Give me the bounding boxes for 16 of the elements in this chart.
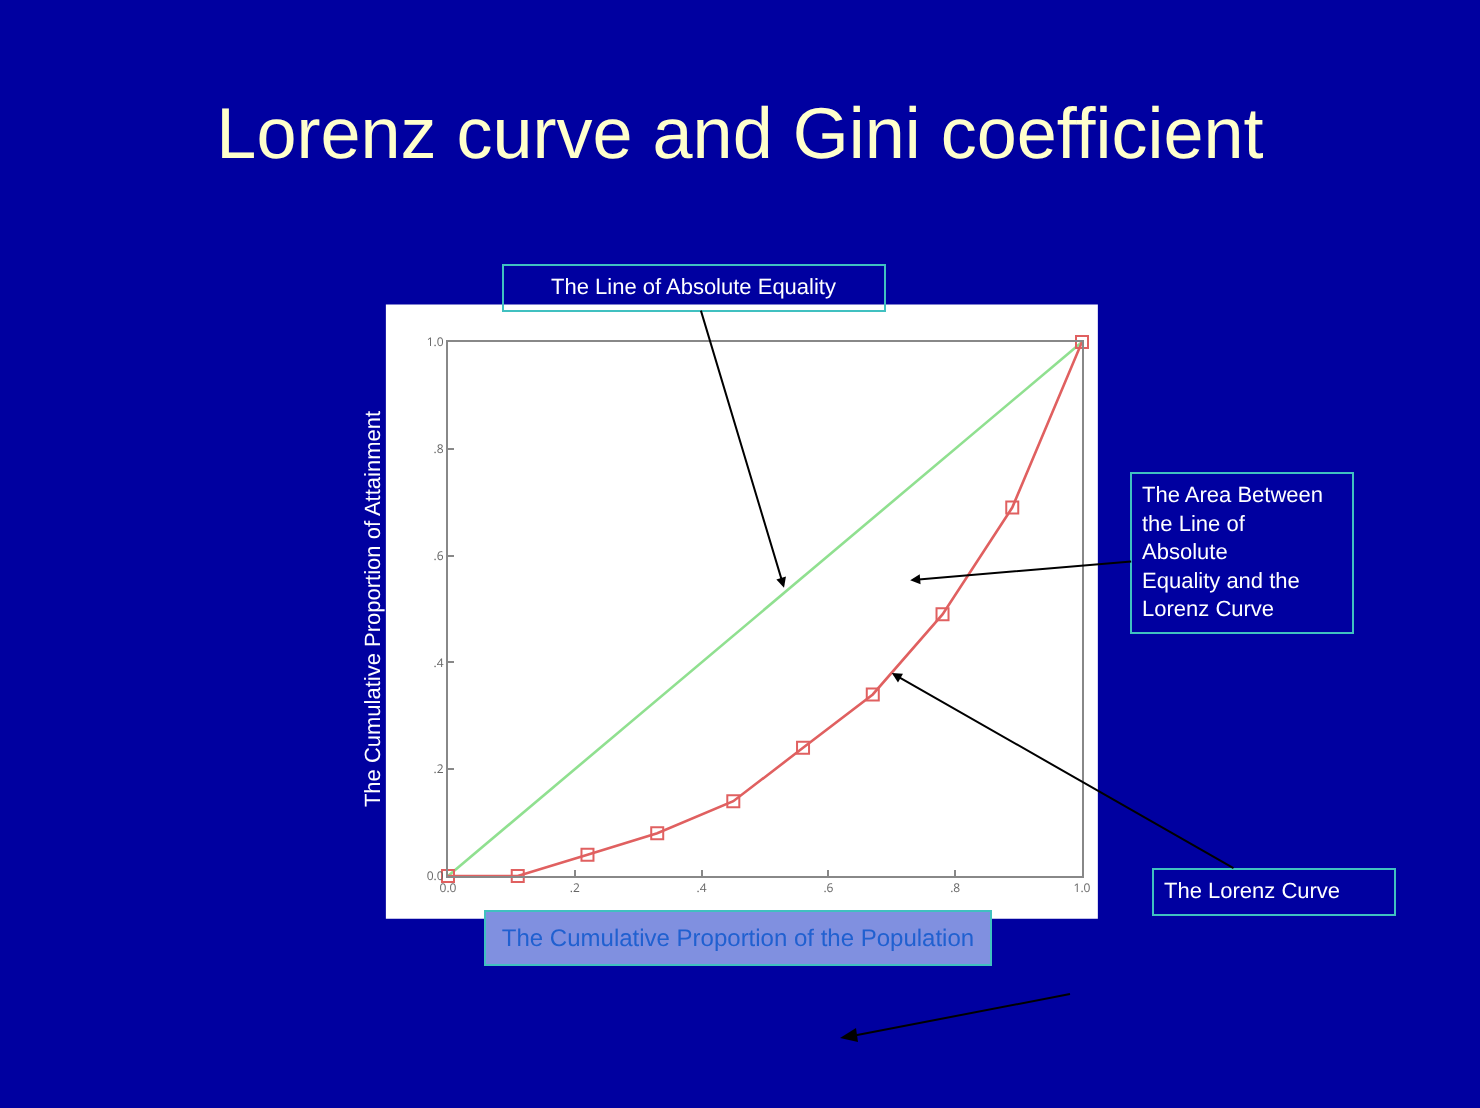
point bbox=[441, 869, 455, 883]
point bbox=[580, 847, 595, 862]
text: The Area Between the Line of Absolute Equality and the Lorenz Curve bbox=[1142, 484, 1324, 623]
annotation: The Lorenz Curve bbox=[1164, 880, 1341, 904]
point bbox=[865, 687, 880, 702]
point bbox=[796, 740, 811, 755]
point bbox=[935, 607, 950, 622]
point bbox=[650, 826, 665, 841]
chart-title: Lorenz curve and Gini coefficient bbox=[216, 92, 1264, 175]
annotation: The Line of Absolute Equality bbox=[551, 276, 837, 300]
point bbox=[510, 869, 525, 883]
point bbox=[726, 794, 741, 809]
point bbox=[1005, 500, 1020, 515]
x-axis-title: The Cumulative Proportion of the Population bbox=[501, 924, 975, 952]
point bbox=[1075, 335, 1089, 349]
y-axis-title: The Cumulative Proportion of Attainment bbox=[362, 410, 387, 808]
